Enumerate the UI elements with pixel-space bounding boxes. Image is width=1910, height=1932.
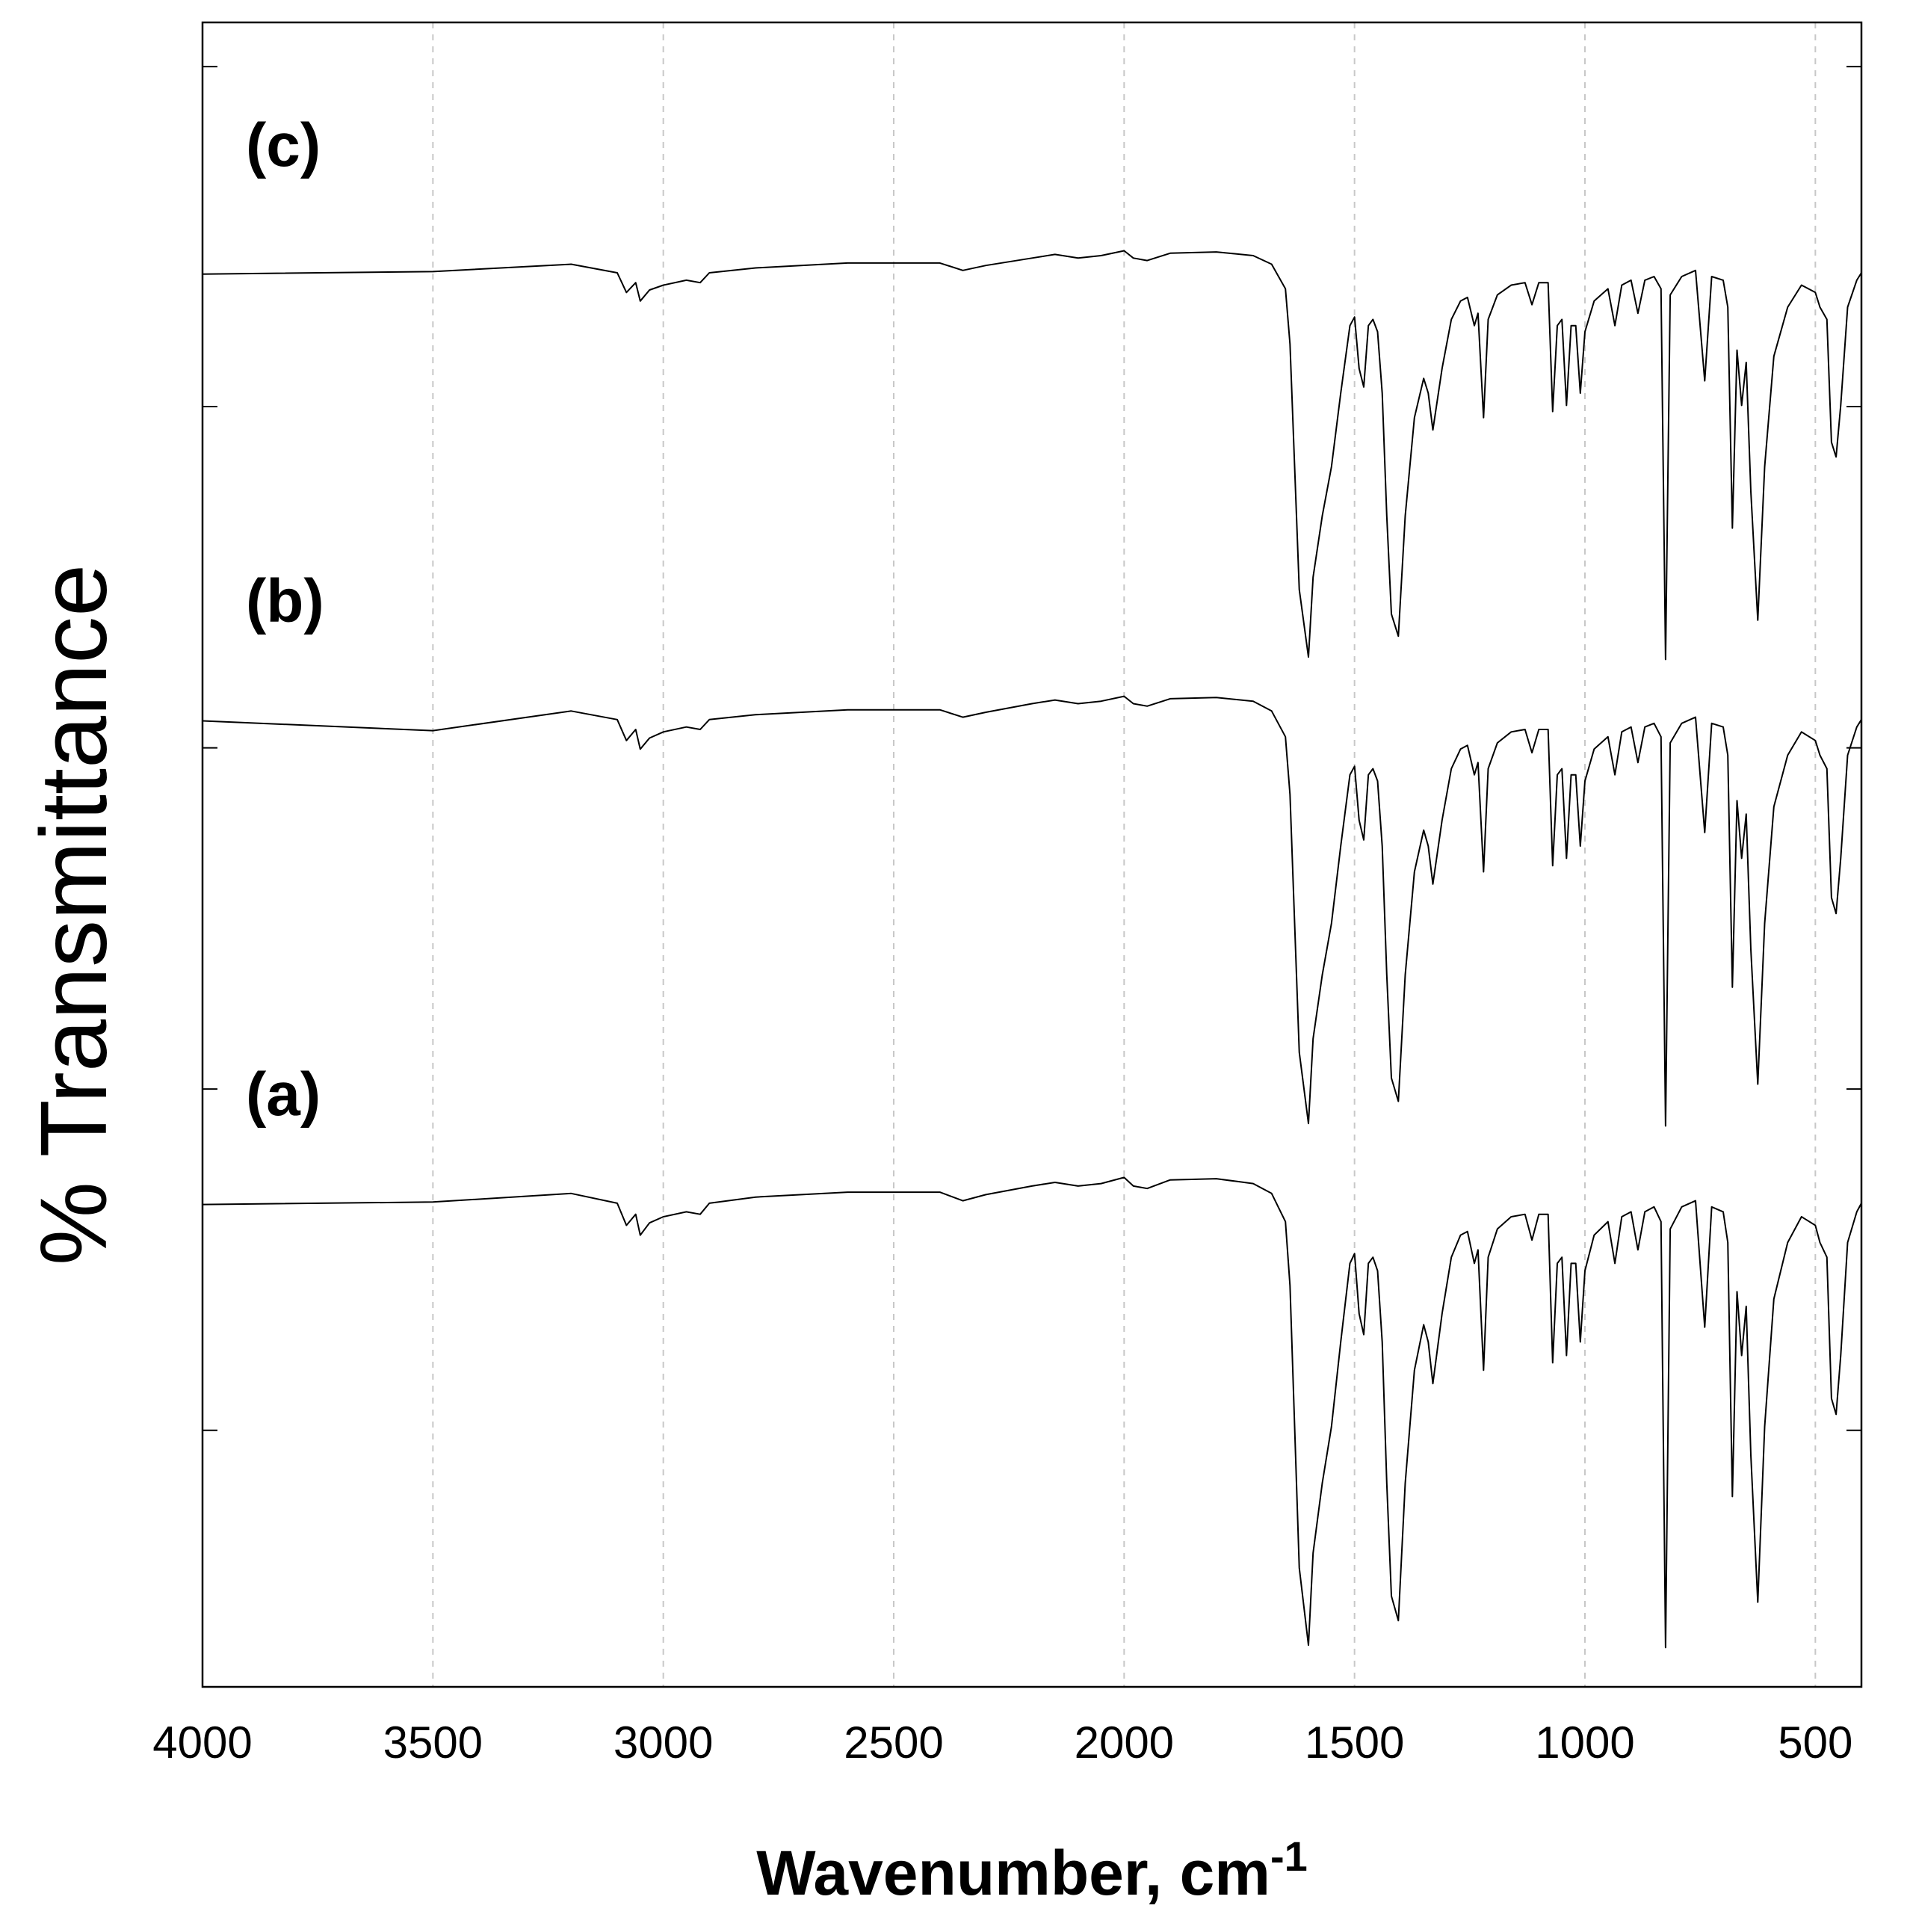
x-axis-label-text: Wavenumber, cm: [756, 1838, 1270, 1908]
x-tick-label: 3500: [383, 1717, 483, 1768]
annotation: (c): [246, 111, 321, 179]
x-tick-label: 2500: [844, 1717, 943, 1768]
x-tick-label: 1000: [1535, 1717, 1634, 1768]
x-tick-label: 4000: [152, 1717, 252, 1768]
spectrum-line: [202, 695, 1862, 1127]
annotation: (a): [246, 1061, 321, 1129]
y-axis-label: % Transmittance: [21, 564, 126, 1265]
x-axis-label-superscript: -1: [1270, 1833, 1308, 1880]
spectrum-line: [202, 250, 1862, 661]
x-axis-label: Wavenumber, cm-1: [756, 1833, 1308, 1908]
x-tick-label: 500: [1778, 1717, 1852, 1768]
x-tick-label: 3000: [614, 1717, 713, 1768]
spectrum-line: [202, 1176, 1862, 1649]
plot-frame: [201, 21, 1863, 1688]
x-tick-label: 1500: [1305, 1717, 1404, 1768]
x-tick-label: 2000: [1075, 1717, 1174, 1768]
annotation: (b): [246, 567, 324, 635]
